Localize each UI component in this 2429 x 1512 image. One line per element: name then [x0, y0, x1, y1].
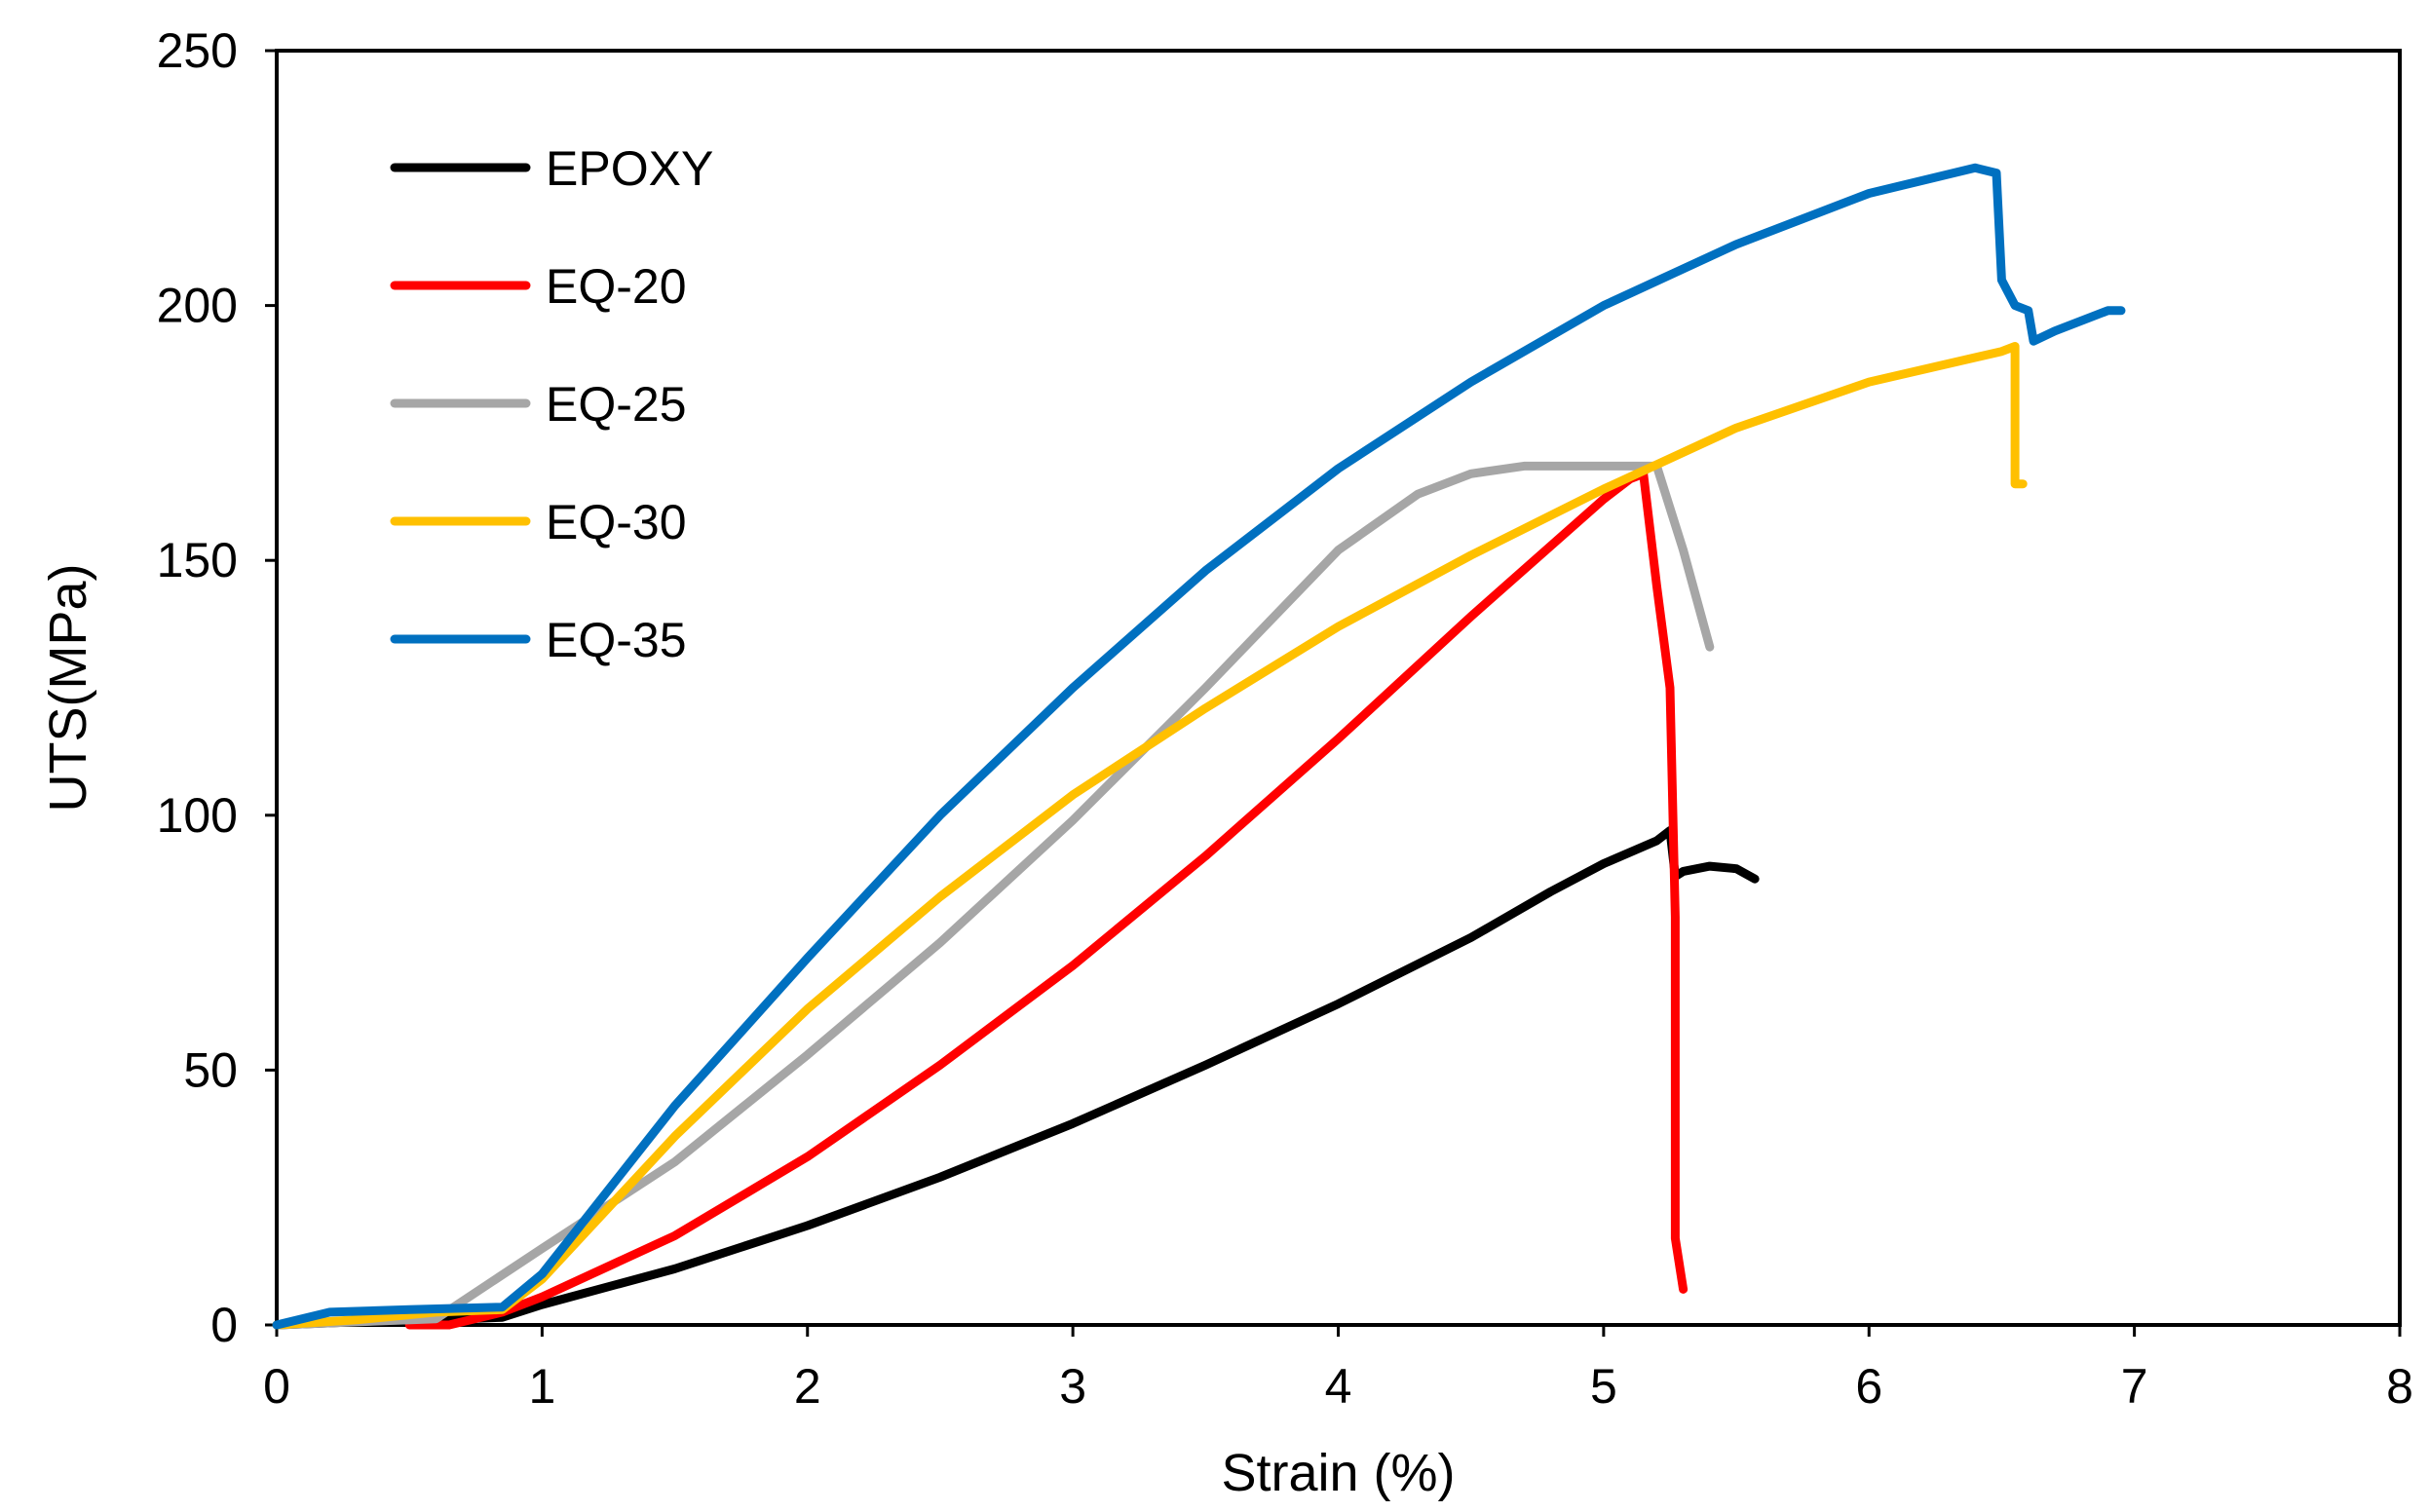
- x-tick-label: 8: [2386, 1359, 2413, 1414]
- legend-label-eq-35: EQ-35: [546, 613, 687, 667]
- x-tick-label: 7: [2121, 1359, 2148, 1414]
- series-layer: [272, 163, 2126, 1330]
- x-tick-label: 6: [1855, 1359, 1882, 1414]
- x-axis-title: Strain (%): [1221, 1444, 1455, 1502]
- y-tick-label: 100: [157, 788, 238, 843]
- legend-label-eq-30: EQ-30: [546, 495, 687, 549]
- y-tick-label: 250: [157, 23, 238, 78]
- x-tick-label: 5: [1590, 1359, 1617, 1414]
- axes-layer: 0 1 2 3 4 5 6 7 8 0 50 100 150 200 250 Strain (%) UTS(MP…: [39, 23, 2413, 1502]
- series-line-eq-20: [404, 469, 1689, 1330]
- legend-label-epoxy: EPOXY: [546, 141, 713, 196]
- x-tick-label: 3: [1059, 1359, 1086, 1414]
- y-tick-label: 50: [183, 1042, 238, 1097]
- legend-label-eq-20: EQ-20: [546, 259, 687, 314]
- y-tick-label: 0: [210, 1298, 238, 1352]
- series-line-eq-30: [272, 342, 2028, 1330]
- y-tick-label: 150: [157, 533, 238, 587]
- y-tick-label: 200: [157, 279, 238, 333]
- x-tick-label: 4: [1325, 1359, 1352, 1414]
- x-tick-label: 2: [794, 1359, 821, 1414]
- series-line-epoxy: [272, 826, 1760, 1330]
- plot-area-frame: [275, 49, 2402, 1327]
- series-line-eq-35: [272, 163, 2126, 1330]
- legend: EPOXY EQ-20 EQ-25 EQ-30 EQ-35: [390, 141, 713, 667]
- series-line-eq-25: [272, 461, 1715, 1330]
- y-axis-title: UTS(MPa): [39, 564, 97, 813]
- x-tick-label: 1: [528, 1359, 555, 1414]
- x-tick-label: 0: [263, 1359, 290, 1414]
- legend-label-eq-25: EQ-25: [546, 377, 687, 432]
